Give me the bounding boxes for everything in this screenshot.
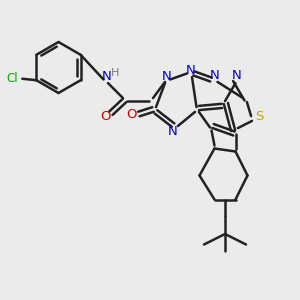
Text: N: N xyxy=(210,69,219,82)
Text: N: N xyxy=(102,70,111,83)
Text: H: H xyxy=(111,68,120,78)
Text: S: S xyxy=(255,110,263,124)
Text: N: N xyxy=(168,124,177,138)
Text: O: O xyxy=(101,110,111,124)
Text: O: O xyxy=(126,107,136,121)
Text: N: N xyxy=(162,70,171,83)
Text: N: N xyxy=(232,69,242,82)
Text: Cl: Cl xyxy=(7,72,18,85)
Text: N: N xyxy=(186,64,195,77)
